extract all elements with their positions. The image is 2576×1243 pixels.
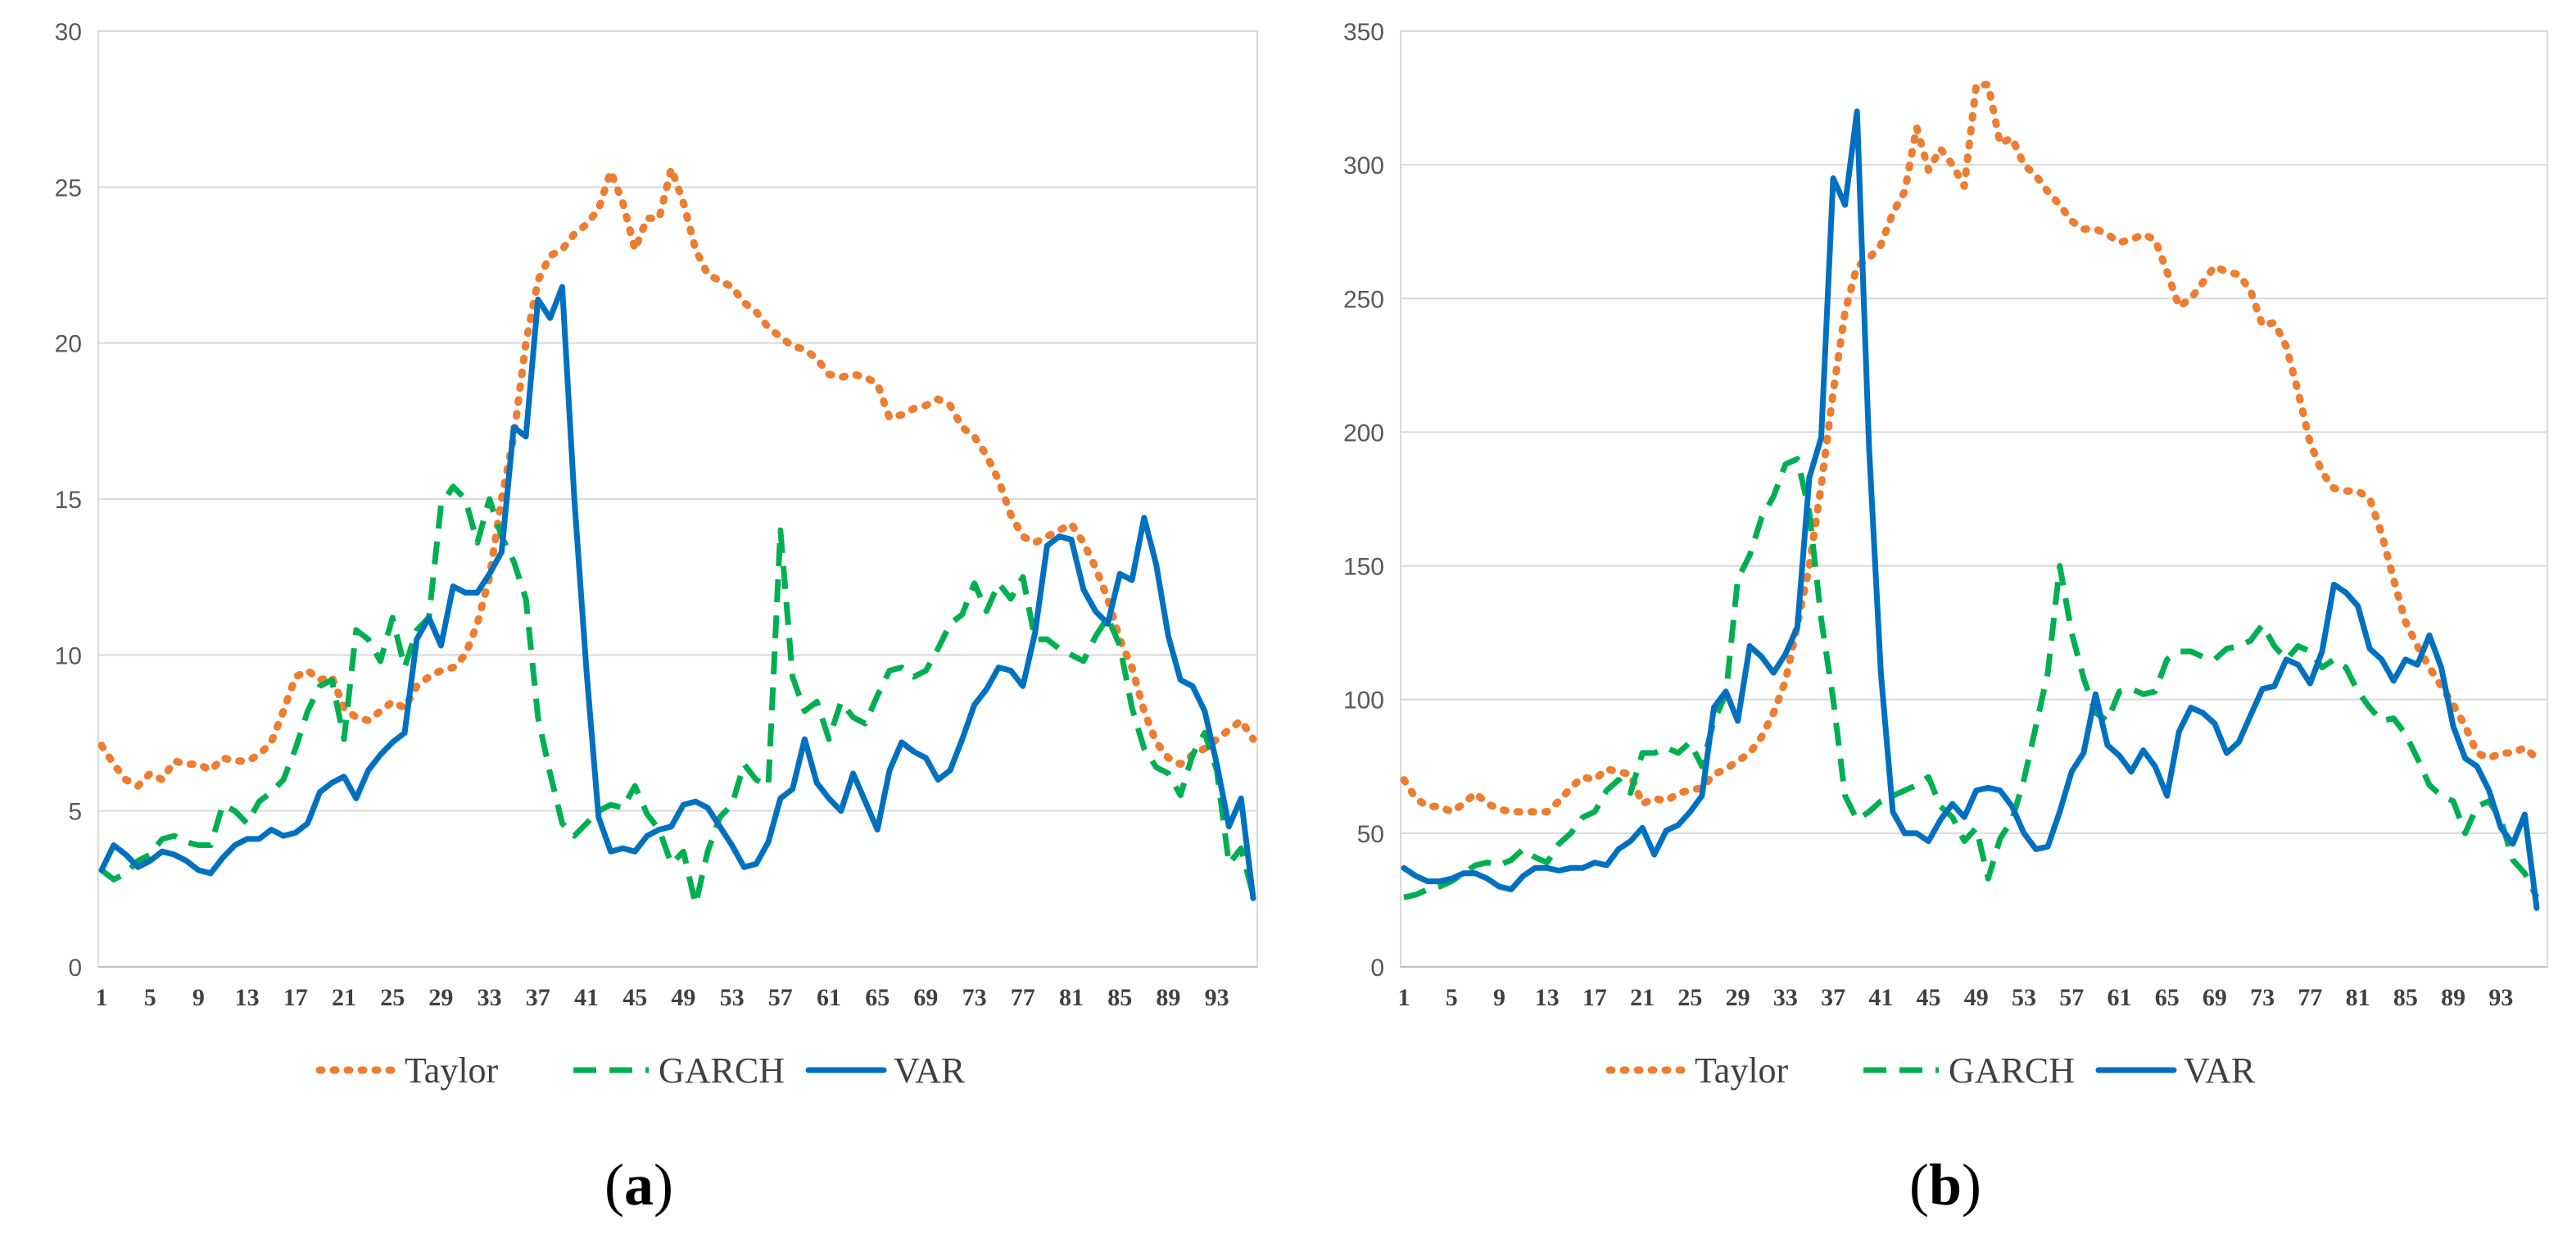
- x-tick-label: 37: [526, 984, 550, 1011]
- x-tick-label: 17: [283, 984, 308, 1011]
- x-tick-label: 13: [235, 984, 260, 1011]
- x-tick-label: 21: [332, 984, 356, 1011]
- legend-label-var: VAR: [2184, 1050, 2256, 1091]
- x-tick-label: 73: [2250, 984, 2275, 1011]
- series-line-var: [1401, 108, 2540, 911]
- x-tick-label: 85: [2393, 984, 2418, 1011]
- x-tick-label: 89: [1156, 984, 1180, 1011]
- x-tick-label: 1: [1398, 984, 1410, 1011]
- x-tick-label: 61: [817, 984, 841, 1011]
- legend-label-taylor: Taylor: [405, 1050, 499, 1091]
- x-tick-label: 9: [192, 984, 205, 1011]
- legend: Taylor GARCH VAR: [315, 1050, 966, 1091]
- x-tick-label: 29: [428, 984, 453, 1011]
- legend-label-garch: GARCH: [1949, 1050, 2075, 1091]
- series-line-var: [98, 284, 1256, 901]
- plot-area-border: [1400, 30, 2548, 968]
- series-line-taylor: [97, 165, 1257, 790]
- x-tick-label: 77: [1011, 984, 1035, 1011]
- series-line-garch: [99, 483, 1256, 908]
- x-tick-label: 61: [2107, 984, 2131, 1011]
- y-tick-label: 350: [1343, 19, 1384, 46]
- chart-panel-b: 0 50 100 150 200 250 300 350 1 5 9 13 17 21 25 29 33 37 41…: [1343, 19, 2548, 1218]
- legend: Taylor GARCH VAR: [1605, 1050, 2256, 1091]
- x-tick-label: 29: [1726, 984, 1750, 1011]
- x-tick-label: 53: [2012, 984, 2036, 1011]
- x-tick-label: 65: [865, 984, 890, 1011]
- x-tick-label: 93: [2488, 984, 2513, 1011]
- y-tick-label: 300: [1343, 152, 1384, 179]
- x-tick-label: 93: [1205, 984, 1229, 1011]
- y-tick-label: 0: [1370, 955, 1384, 982]
- panel-label: (b): [1909, 1152, 1981, 1218]
- y-tick-label: 0: [68, 955, 82, 982]
- x-tick-label: 77: [2298, 984, 2322, 1011]
- x-tick-label: 9: [1493, 984, 1505, 1011]
- x-tick-label: 25: [1677, 984, 1702, 1011]
- x-tick-label: 45: [622, 984, 647, 1011]
- x-tick-label: 37: [1821, 984, 1845, 1011]
- legend-label-var: VAR: [894, 1050, 966, 1091]
- x-tick-label: 33: [478, 984, 502, 1011]
- x-tick-label: 21: [1630, 984, 1655, 1011]
- x-tick-label: 25: [380, 984, 405, 1011]
- x-tick-label: 81: [1059, 984, 1084, 1011]
- y-tick-label: 5: [68, 799, 82, 826]
- panel-label: (a): [604, 1152, 673, 1218]
- x-tick-label: 41: [574, 984, 599, 1011]
- x-tick-label: 45: [1917, 984, 1941, 1011]
- x-tick-label: 69: [913, 984, 938, 1011]
- y-tick-label: 10: [55, 642, 82, 669]
- x-tick-label: 65: [2155, 984, 2180, 1011]
- y-tick-label: 15: [55, 487, 82, 514]
- y-tick-label: 100: [1343, 687, 1384, 714]
- y-tick-label: 20: [55, 331, 82, 358]
- x-tick-label: 49: [1964, 984, 1989, 1011]
- y-tick-label: 30: [55, 19, 82, 46]
- x-tick-label: 57: [768, 984, 793, 1011]
- series-line-taylor: [1400, 80, 2541, 816]
- x-tick-label: 53: [720, 984, 745, 1011]
- legend-label-garch: GARCH: [659, 1050, 785, 1091]
- legend-label-taylor: Taylor: [1695, 1050, 1789, 1091]
- x-tick-label: 33: [1773, 984, 1798, 1011]
- x-tick-label: 81: [2346, 984, 2370, 1011]
- x-tick-label: 73: [962, 984, 987, 1011]
- x-tick-label: 49: [671, 984, 695, 1011]
- y-tick-label: 200: [1343, 420, 1384, 447]
- series-line-garch: [1403, 456, 2540, 900]
- x-tick-label: 17: [1582, 984, 1607, 1011]
- x-tick-label: 85: [1107, 984, 1132, 1011]
- x-tick-label: 57: [2059, 984, 2084, 1011]
- y-tick-label: 25: [55, 175, 82, 202]
- y-tick-label: 250: [1343, 286, 1384, 313]
- x-tick-label: 89: [2441, 984, 2465, 1011]
- x-tick-label: 5: [1446, 984, 1458, 1011]
- x-tick-label: 1: [96, 984, 108, 1011]
- x-tick-label: 41: [1868, 984, 1893, 1011]
- x-tick-label: 5: [144, 984, 156, 1011]
- x-tick-label: 13: [1535, 984, 1560, 1011]
- x-tick-label: 69: [2203, 984, 2227, 1011]
- y-tick-label: 50: [1357, 821, 1384, 848]
- y-tick-label: 150: [1343, 554, 1384, 581]
